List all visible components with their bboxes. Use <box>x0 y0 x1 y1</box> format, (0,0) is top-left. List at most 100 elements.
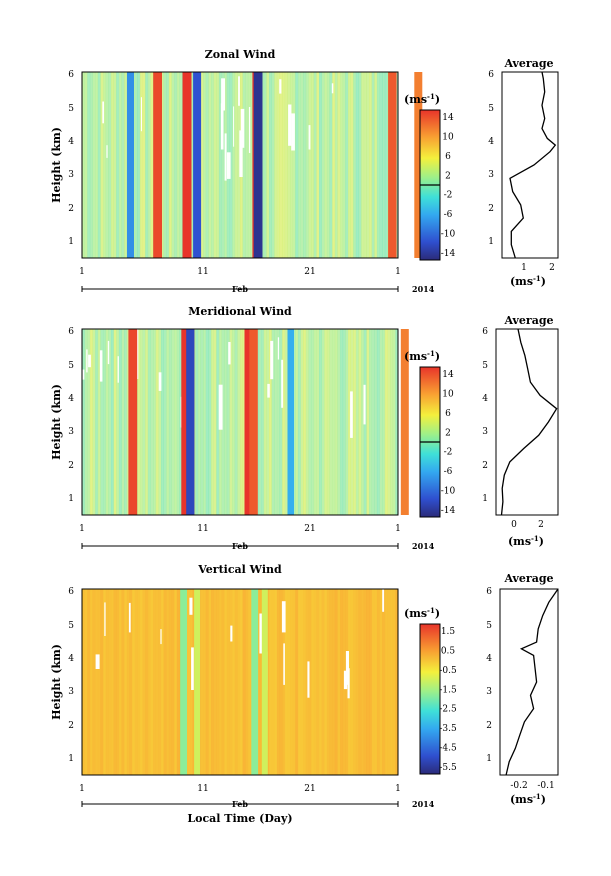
heatmap-column <box>308 72 312 258</box>
month-axis: Feb 2014 <box>81 284 435 294</box>
data-gap <box>158 372 162 391</box>
heatmap-column <box>118 72 122 258</box>
heatmap-column <box>171 329 175 515</box>
data-gap <box>270 340 274 380</box>
profile-line <box>500 328 558 516</box>
profile-frame <box>501 71 559 259</box>
heatmap-column <box>137 72 141 258</box>
heatmap-column <box>245 589 249 775</box>
colorbar-tick-label: 10 <box>442 132 454 142</box>
year-label: 2014 <box>412 541 435 551</box>
heatmap-column <box>124 329 128 515</box>
colorbar-tick-label: -10 <box>441 487 456 497</box>
heatmap-column <box>358 72 362 258</box>
heatmap-column <box>121 329 125 515</box>
heatmap-column <box>116 329 120 515</box>
heatmap-column <box>103 72 107 258</box>
data-gap <box>347 668 350 699</box>
wind-stripe <box>261 589 268 775</box>
wind-stripe <box>249 329 258 515</box>
heatmap-column <box>376 329 380 515</box>
heatmap-column <box>113 72 117 258</box>
heatmap-column <box>247 589 251 775</box>
wind-stripe <box>182 72 192 258</box>
heatmap-column <box>147 329 151 515</box>
heatmap-column <box>319 329 322 515</box>
data-gap <box>259 613 263 654</box>
y-tick-label: 5 <box>68 104 74 114</box>
heatmap-column <box>261 72 265 258</box>
heatmap-column <box>355 72 359 258</box>
heatmap-column <box>137 329 141 515</box>
heatmap-column <box>297 589 301 775</box>
heatmap-column <box>150 329 154 515</box>
heatmap-column <box>384 329 388 515</box>
panel-title: Vertical Wind <box>197 563 282 576</box>
heatmap-column <box>92 329 96 515</box>
heatmap-column <box>308 329 312 515</box>
heatmap-column <box>92 72 96 258</box>
y-tick-label: 1 <box>488 237 494 247</box>
heatmap-column <box>118 589 122 775</box>
heatmap-column <box>269 72 272 258</box>
heatmap-column <box>332 329 336 515</box>
data-gap <box>218 384 223 430</box>
profile-frame <box>499 588 559 776</box>
heatmap-column <box>158 329 162 515</box>
heatmap-column <box>271 329 275 515</box>
heatmap-column <box>203 72 207 258</box>
heatmap-column <box>232 589 236 775</box>
colorbar-tick-label: 0.5 <box>441 646 456 656</box>
heatmap-column <box>200 329 204 515</box>
heatmap-column <box>161 589 164 775</box>
heatmap-column <box>171 589 175 775</box>
heatmap-column <box>382 589 386 775</box>
data-gap <box>226 152 231 179</box>
heatmap-column <box>353 72 357 258</box>
heatmap-column <box>126 329 130 515</box>
heatmap-column <box>290 589 293 775</box>
heatmap-column <box>216 589 220 775</box>
profile-y-ticks: 1 2 3 4 5 6 <box>482 327 488 504</box>
heatmap-column <box>363 589 367 775</box>
heatmap-column <box>205 72 209 258</box>
heatmap-column <box>284 589 288 775</box>
heatmap-column <box>242 329 246 515</box>
colorbar-tick-label: 14 <box>442 113 454 123</box>
heatmap-column <box>158 589 162 775</box>
colorbar-tick-label: -4.5 <box>439 744 457 754</box>
colorbar-tick-label: -10 <box>441 230 456 240</box>
heatmap-column <box>103 329 107 515</box>
month-label: Feb <box>232 799 248 809</box>
profile-title: Average <box>503 572 553 585</box>
x-tick-label: 21 <box>304 267 315 277</box>
heatmap-column <box>200 72 204 258</box>
heatmap-column <box>166 589 170 775</box>
heatmap-column <box>105 72 109 258</box>
colorbar-tick-label: -14 <box>441 506 456 516</box>
y-tick-label: 4 <box>482 394 488 404</box>
heatmap-column <box>290 72 293 258</box>
heatmap-column <box>376 589 380 775</box>
x-axis-ticks: 1 11 21 1 <box>79 267 401 277</box>
data-gap <box>191 647 194 690</box>
colorbar-tick-label: 2 <box>445 428 451 438</box>
y-axis-ticks: 1 2 3 4 5 6 <box>68 587 74 764</box>
heatmap-column <box>100 72 104 258</box>
heatmap-column <box>200 589 204 775</box>
data-gap <box>189 597 193 615</box>
y-tick-label: 4 <box>488 137 494 147</box>
heatmap-column <box>300 589 304 775</box>
year-label: 2014 <box>412 284 435 294</box>
data-gap <box>128 602 131 633</box>
heatmap-column <box>208 329 212 515</box>
heatmap-column <box>258 589 262 775</box>
heatmap-column <box>234 589 238 775</box>
heatmap-column <box>361 72 365 258</box>
heatmap-column <box>218 72 222 258</box>
heatmap-frame <box>81 588 399 776</box>
heatmap-column <box>292 329 296 515</box>
heatmap-column <box>266 329 270 515</box>
heatmap-stripes <box>82 329 409 515</box>
heatmap-column <box>87 329 91 515</box>
